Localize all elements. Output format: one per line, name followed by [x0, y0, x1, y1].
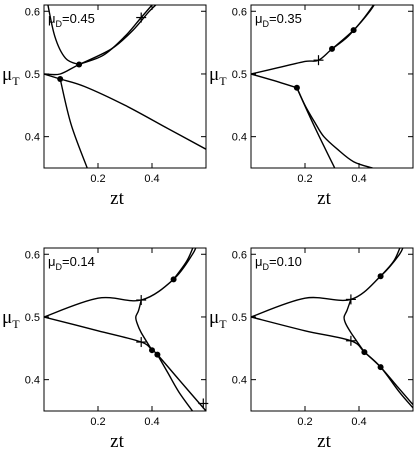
critical-point-dot — [361, 349, 368, 356]
series-line-2 — [78, 5, 157, 66]
y-tick-label: 0.4 — [232, 132, 247, 144]
plot-frame — [250, 247, 414, 412]
plot-frame — [43, 4, 207, 169]
series-line-5 — [343, 299, 365, 353]
y-tick-label: 0.5 — [232, 69, 247, 81]
y-tick-label: 0.5 — [25, 69, 40, 81]
cross-marker — [136, 295, 147, 306]
cross-marker — [345, 335, 356, 346]
series-line-3 — [251, 316, 413, 409]
y-tick-label: 0.5 — [232, 312, 247, 324]
x-axis-label: zt — [317, 188, 331, 209]
critical-point-dot — [170, 276, 177, 283]
y-axis-label: μT — [2, 307, 20, 331]
cross-marker — [136, 12, 147, 23]
x-tick-label: 0.2 — [90, 416, 105, 428]
series-line-2 — [331, 5, 375, 50]
plot-frame — [250, 4, 414, 169]
panel-4: 0.2 0.4 0.4 0.5 0.6 zt μT μD=0.10 — [209, 247, 414, 451]
y-tick-label: 0.4 — [25, 132, 40, 144]
panel-3: 0.2 0.4 0.4 0.5 0.6 zt μT μD=0.14 — [2, 247, 209, 451]
panel-label: μD=0.14 — [48, 254, 95, 272]
series-line-4 — [363, 351, 413, 406]
y-tick-label: 0.4 — [232, 375, 247, 387]
critical-point-dot — [149, 347, 155, 354]
cross-marker — [313, 55, 324, 66]
series-line-4 — [156, 354, 194, 411]
critical-point-dot — [350, 27, 357, 34]
curves — [251, 5, 375, 168]
series-line-2 — [380, 248, 401, 277]
cross-marker — [136, 337, 147, 348]
y-tick-label: 0.4 — [25, 375, 40, 387]
series-line-4 — [296, 87, 373, 168]
cross-marker — [345, 294, 356, 305]
panel-label: μD=0.45 — [48, 11, 95, 29]
series-line-1 — [251, 248, 404, 318]
panel-label: μD=0.10 — [255, 254, 302, 272]
critical-point-dot — [377, 364, 384, 371]
x-tick-label: 0.2 — [90, 173, 105, 185]
y-tick-label: 0.6 — [232, 6, 247, 18]
critical-point-dot — [57, 75, 64, 82]
y-tick-label: 0.5 — [25, 312, 40, 324]
y-axis-label: μT — [209, 64, 227, 88]
x-axis-label: zt — [317, 431, 331, 451]
series-line-5 — [59, 78, 88, 168]
critical-point-dot — [293, 84, 300, 91]
critical-point-dot — [76, 61, 83, 68]
series-line-5 — [135, 299, 153, 351]
x-tick-label: 0.4 — [144, 173, 159, 185]
panel-1: 0.2 0.4 0.4 0.5 0.6 zt μT μD=0.45 — [2, 4, 207, 209]
x-tick-label: 0.4 — [351, 416, 366, 428]
y-tick-label: 0.6 — [25, 6, 40, 18]
x-axis-label: zt — [110, 188, 124, 209]
series-line-3 — [251, 73, 298, 89]
series-line-5 — [296, 87, 336, 168]
x-tick-label: 0.2 — [297, 173, 312, 185]
x-tick-label: 0.2 — [297, 416, 312, 428]
panel-2: 0.2 0.4 0.4 0.5 0.6 zt μT μD=0.35 — [209, 4, 414, 209]
panel-label: μD=0.35 — [255, 11, 302, 29]
cross-marker — [198, 398, 209, 409]
plot-frame — [43, 247, 207, 412]
series-line-2 — [173, 248, 194, 280]
y-tick-label: 0.6 — [232, 249, 247, 261]
series-line-1 — [44, 5, 153, 76]
critical-point-dot — [329, 45, 335, 52]
x-tick-label: 0.4 — [144, 416, 159, 428]
y-axis-label: μT — [2, 64, 20, 88]
x-axis-label: zt — [110, 431, 124, 451]
series-line-3 — [47, 5, 80, 66]
y-tick-label: 0.6 — [25, 249, 40, 261]
y-axis-label: μT — [209, 307, 227, 331]
critical-point-dot — [154, 351, 161, 358]
critical-point-dot — [377, 273, 384, 280]
series-line-1 — [44, 248, 197, 318]
x-tick-label: 0.4 — [351, 173, 366, 185]
